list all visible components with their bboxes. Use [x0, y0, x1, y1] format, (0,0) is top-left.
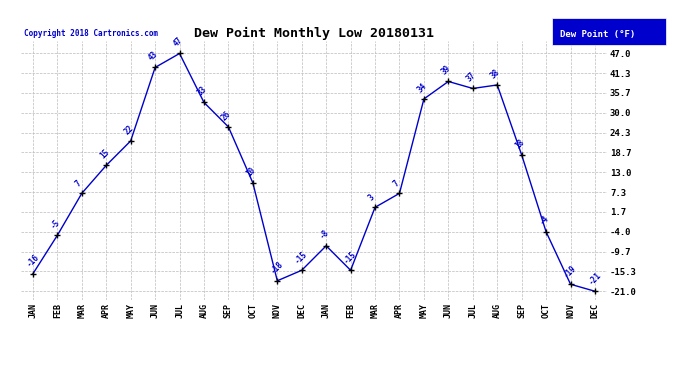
Text: -5: -5	[49, 217, 62, 230]
Text: 22: 22	[122, 123, 135, 136]
Text: 39: 39	[440, 64, 453, 76]
Text: 37: 37	[464, 70, 477, 84]
Text: 10: 10	[244, 165, 257, 178]
Text: 18: 18	[513, 137, 526, 150]
Text: 43: 43	[147, 50, 159, 63]
Text: 3: 3	[366, 193, 376, 202]
Text: -4: -4	[538, 214, 551, 227]
Title: Dew Point Monthly Low 20180131: Dew Point Monthly Low 20180131	[194, 27, 434, 40]
Text: -8: -8	[318, 228, 331, 241]
Text: Copyright 2018 Cartronics.com: Copyright 2018 Cartronics.com	[24, 28, 158, 38]
Text: -16: -16	[25, 253, 41, 269]
Text: -18: -18	[269, 260, 285, 276]
Text: 34: 34	[415, 81, 428, 94]
Text: 47: 47	[171, 36, 184, 48]
Text: -19: -19	[562, 263, 578, 279]
Text: 26: 26	[220, 109, 233, 122]
Text: 7: 7	[391, 179, 401, 188]
Text: 38: 38	[489, 67, 502, 80]
Text: 7: 7	[73, 179, 83, 188]
Text: -21: -21	[586, 270, 603, 286]
Text: 33: 33	[196, 85, 208, 98]
Text: 15: 15	[98, 147, 111, 160]
Text: Dew Point (°F): Dew Point (°F)	[560, 30, 635, 39]
Text: -15: -15	[293, 249, 310, 266]
Text: -15: -15	[342, 249, 358, 266]
